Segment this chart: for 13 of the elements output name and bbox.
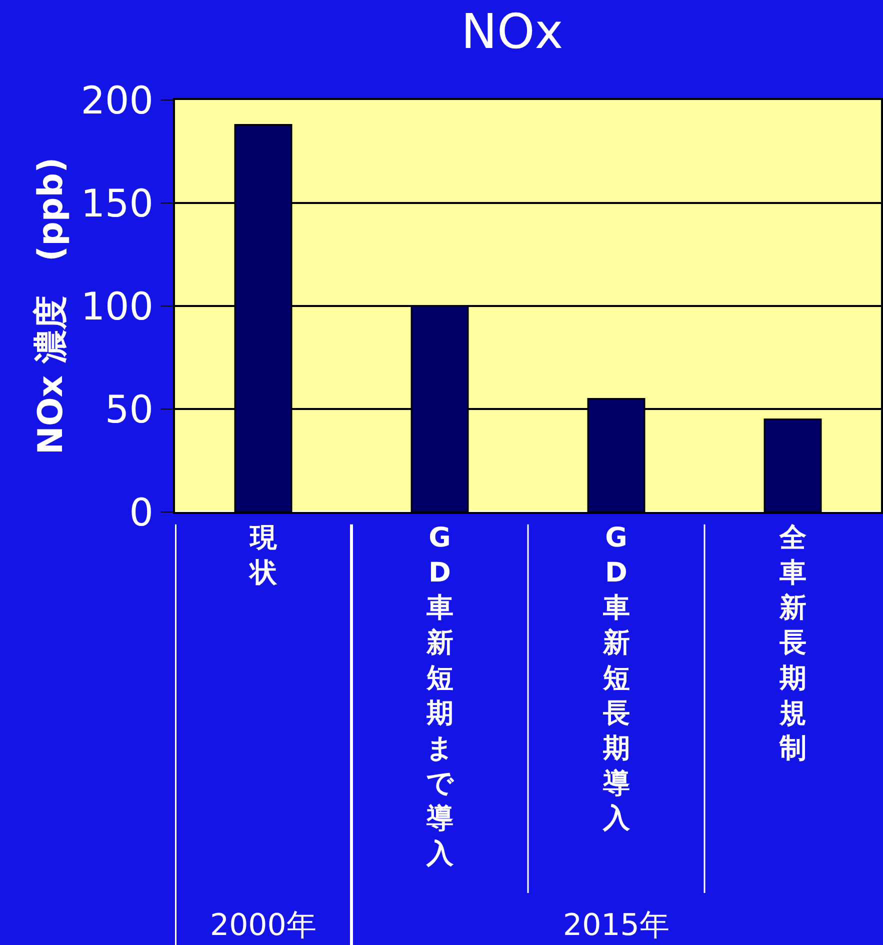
category-label: GD車新短期まで導入 <box>426 522 454 870</box>
x-tick-label: 全車新長期規制 <box>778 522 806 764</box>
category-label: GD車新短長期導入 <box>602 522 630 834</box>
y-tick-label: 0 <box>129 490 154 534</box>
text: 2000年 <box>210 908 316 943</box>
y-tick-label: 150 <box>80 181 154 226</box>
text: 2015年 <box>563 908 670 943</box>
y-tick-label: 50 <box>105 387 154 432</box>
y-tick-label: 100 <box>80 284 154 328</box>
y-axis-title: NOx 濃度 (ppb) <box>30 157 71 455</box>
chart-title: NOx <box>461 4 564 60</box>
x-tick-label: 現状 <box>248 522 278 588</box>
y-tick-label: 200 <box>80 78 154 122</box>
